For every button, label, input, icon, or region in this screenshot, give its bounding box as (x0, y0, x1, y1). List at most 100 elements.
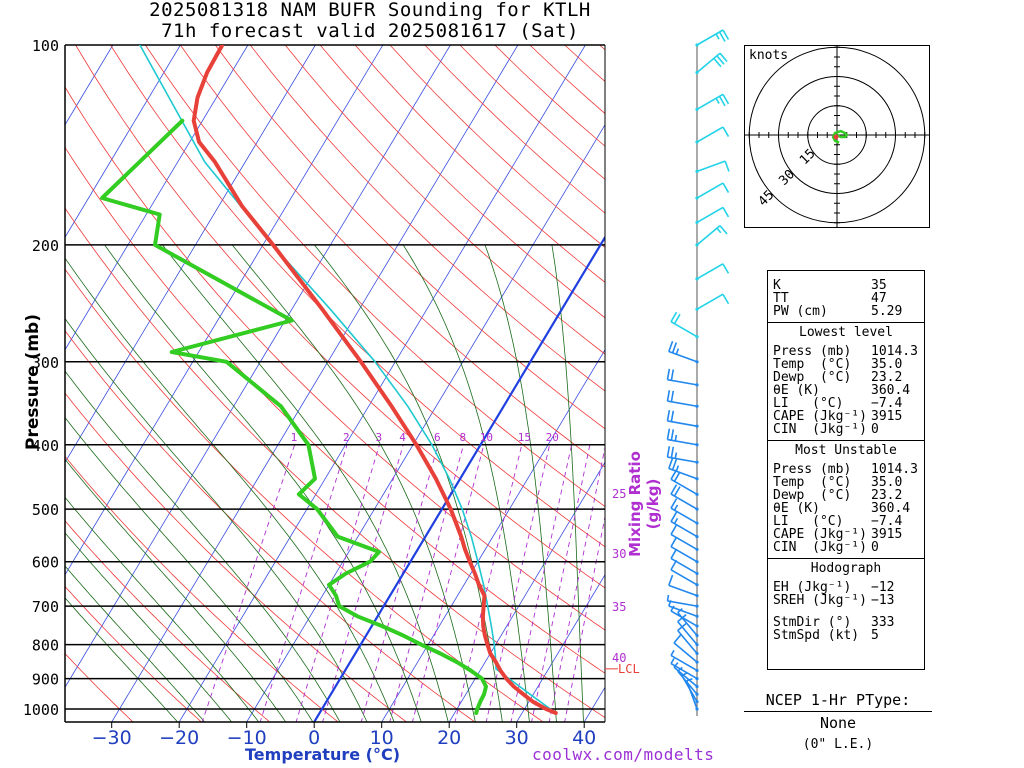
mixing-ratio-label: 1 (291, 431, 298, 444)
ptype-divider (744, 711, 932, 712)
wind-barb (668, 340, 699, 364)
moist-adiabat-line (65, 370, 341, 722)
wind-barb-flag (670, 548, 678, 559)
wind-barb-dot (695, 684, 699, 689)
moist-adiabat-line (65, 532, 233, 722)
stat-label: StmSpd (kt) (773, 628, 860, 643)
stat-value: −13 (871, 593, 895, 608)
wind-barb-dot (695, 594, 699, 598)
mixing-ratio-label: 15 (518, 431, 531, 444)
stat-row: EH (Jkg⁻¹) −12 (768, 581, 924, 594)
moist-adiabat-line (551, 244, 584, 722)
credit-link[interactable]: coolwx.com/modelts (532, 745, 715, 764)
moist-adiabat-line (162, 244, 449, 722)
dry-adiabat-line (65, 268, 544, 722)
wind-barb-staff (677, 621, 698, 646)
wind-barb-flag (673, 486, 681, 497)
mixing-ratio-line (259, 444, 348, 722)
wind-barb-dot (695, 243, 699, 247)
x-tick-label: 10 (370, 727, 394, 749)
stat-label: Press (mb) (773, 344, 852, 359)
wind-barb-flag (670, 498, 678, 509)
stat-value: 1014.3 (871, 344, 918, 359)
dry-adiabat-line (214, 45, 605, 430)
wind-barb (695, 160, 730, 173)
wind-barb-staff (670, 654, 698, 672)
moist-adiabat-line (402, 244, 530, 722)
dry-adiabat-line (65, 86, 605, 631)
mixing-ratio-line (295, 444, 380, 722)
isotherm-line (448, 461, 605, 722)
wind-barb-dot (695, 507, 699, 511)
wind-barb-half-flag (715, 97, 720, 104)
wind-barb-staff (696, 224, 721, 246)
stat-row: CIN (Jkg⁻¹) 0 (768, 423, 924, 436)
dry-adiabat-line (494, 45, 605, 147)
isotherm-line (381, 349, 605, 722)
stat-value: −12 (871, 580, 895, 595)
wind-barb-staff (668, 584, 698, 597)
moist-adiabat-line (65, 317, 368, 722)
wind-barb-dot (695, 571, 699, 576)
wind-barb-flag (670, 524, 678, 535)
wind-barb-flag (722, 263, 730, 274)
stat-label: StmDir (°) (773, 615, 852, 630)
wind-barb (695, 93, 730, 111)
mixing-ratio-lines (201, 444, 605, 722)
dry-adiabat-line (739, 45, 740, 723)
temperature-trace (191, 45, 558, 715)
stat-value: 35.0 (871, 357, 903, 372)
wind-barb-dot (695, 604, 699, 608)
stat-row: Press (mb) 1014.3 (768, 463, 924, 476)
x-tick-label: 30 (505, 727, 529, 749)
wind-barb-flag (673, 313, 681, 325)
wind-barb-dot (695, 707, 699, 711)
wind-barb-half-flag (716, 227, 722, 234)
stat-row: θE (K) 360.4 (768, 502, 924, 515)
wind-barb (670, 559, 699, 587)
wind-barb-dot (695, 521, 699, 525)
wind-barb-staff (670, 557, 698, 575)
y-tick-label: 600 (32, 554, 59, 572)
dry-adiabat-line (180, 45, 605, 468)
wind-barb-half-flag (670, 605, 675, 612)
isotherm-line (65, 45, 316, 464)
stat-row: Temp (°C) 35.0 (768, 476, 924, 489)
wind-barb-dot (695, 220, 699, 225)
wind-barb-flag (666, 409, 671, 422)
dry-adiabat-line (65, 520, 271, 722)
wind-barb (695, 293, 730, 311)
wind-barb-staff (667, 456, 698, 464)
wind-barb-flag (670, 390, 675, 402)
wind-barb-staff (696, 206, 724, 224)
stat-value: 47 (871, 291, 887, 306)
wind-barb-dot (695, 700, 699, 704)
wind-barb-staff (670, 545, 698, 563)
isotherm-line (65, 45, 114, 126)
dry-adiabat-line (564, 45, 605, 82)
x-tick-label: 0 (308, 727, 320, 749)
wind-barb-staff (667, 420, 698, 427)
wind-barb-staff (696, 293, 724, 310)
stat-label: Temp (°C) (773, 475, 852, 490)
mixing-ratio-line (510, 444, 573, 722)
wind-barb-staff (696, 29, 724, 46)
y-tick-label: 800 (32, 637, 59, 655)
wind-barb-dot (695, 560, 699, 564)
wind-barb-dot (695, 169, 699, 173)
stat-label: θE (K) (773, 501, 820, 516)
wind-barb-staff (673, 642, 698, 663)
wind-barb (666, 446, 699, 464)
wind-barb-staff (670, 507, 698, 524)
wind-barb (677, 613, 699, 647)
stat-value: 0 (871, 422, 879, 437)
mixing-ratio-label: 4 (399, 431, 406, 444)
wind-barb-flag (670, 410, 675, 422)
mixing-ratio-edge-label: 40 (612, 651, 626, 665)
wind-barb-staff (668, 350, 698, 363)
wind-barb-staff (667, 438, 698, 446)
dry-adiabat-line (599, 45, 605, 51)
dry-adiabat-line (65, 146, 605, 674)
stat-value: 35.0 (871, 475, 903, 490)
